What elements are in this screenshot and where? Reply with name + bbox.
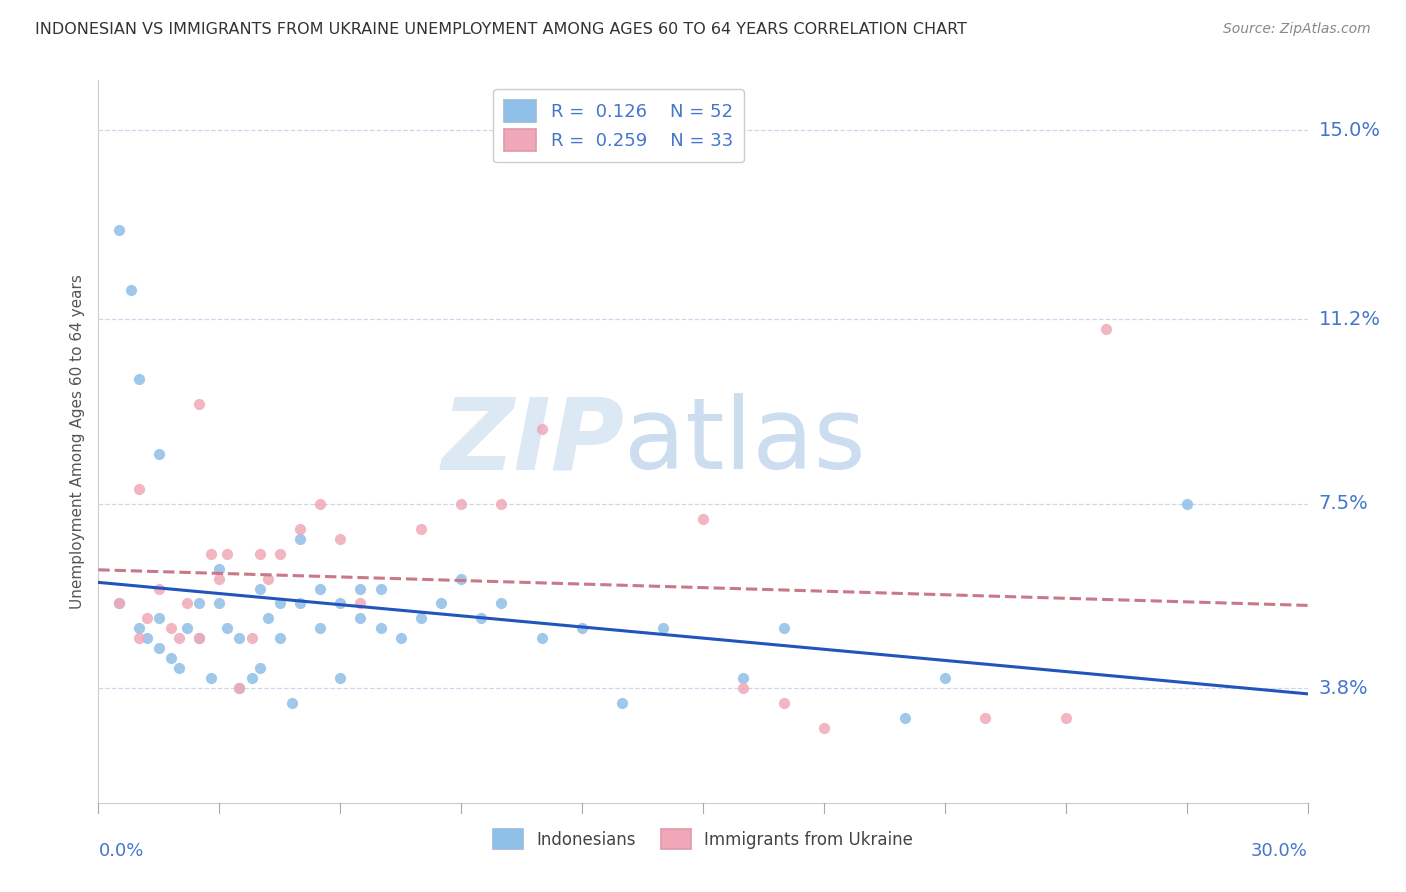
Point: [200, 671, 222, 685]
Point: [470, 611, 492, 625]
Point: [612, 696, 634, 710]
Point: [240, 671, 263, 685]
Point: [135, 611, 157, 625]
Point: [934, 671, 956, 685]
Point: [430, 597, 453, 611]
Legend: Indonesians, Immigrants from Ukraine: Indonesians, Immigrants from Ukraine: [486, 822, 920, 856]
Point: [1054, 711, 1077, 725]
Point: [188, 397, 211, 411]
Point: [208, 561, 231, 575]
Point: [491, 497, 513, 511]
Point: [269, 547, 291, 561]
Point: [571, 621, 593, 635]
Point: [329, 597, 352, 611]
Point: [813, 721, 835, 735]
Point: [228, 681, 250, 696]
Point: [281, 696, 304, 710]
Point: [256, 611, 278, 625]
Point: [167, 632, 190, 646]
Point: [208, 597, 231, 611]
Text: atlas: atlas: [624, 393, 866, 490]
Point: [772, 621, 794, 635]
Point: [309, 621, 332, 635]
Text: Source: ZipAtlas.com: Source: ZipAtlas.com: [1223, 22, 1371, 37]
Point: [288, 532, 311, 546]
Point: [269, 597, 291, 611]
Point: [240, 632, 263, 646]
Point: [160, 621, 183, 635]
Point: [530, 632, 553, 646]
Point: [249, 547, 271, 561]
Point: [200, 547, 222, 561]
Point: [288, 522, 311, 536]
Point: [1175, 497, 1198, 511]
Point: [288, 597, 311, 611]
Point: [167, 661, 190, 675]
Point: [692, 512, 714, 526]
Point: [269, 632, 291, 646]
Point: [107, 223, 129, 237]
Text: 0.0%: 0.0%: [98, 842, 143, 860]
Text: 7.5%: 7.5%: [1319, 494, 1368, 513]
Point: [249, 661, 271, 675]
Point: [107, 597, 129, 611]
Point: [370, 582, 392, 596]
Point: [450, 497, 472, 511]
Point: [491, 597, 513, 611]
Point: [148, 447, 170, 461]
Point: [733, 681, 755, 696]
Text: INDONESIAN VS IMMIGRANTS FROM UKRAINE UNEMPLOYMENT AMONG AGES 60 TO 64 YEARS COR: INDONESIAN VS IMMIGRANTS FROM UKRAINE UN…: [35, 22, 967, 37]
Point: [148, 582, 170, 596]
Text: 30.0%: 30.0%: [1251, 842, 1308, 860]
Point: [772, 696, 794, 710]
Point: [349, 611, 371, 625]
Point: [450, 572, 472, 586]
Point: [228, 632, 250, 646]
Text: 3.8%: 3.8%: [1319, 679, 1368, 698]
Point: [176, 597, 198, 611]
Point: [128, 632, 150, 646]
Point: [329, 671, 352, 685]
Point: [148, 611, 170, 625]
Point: [188, 632, 211, 646]
Point: [160, 651, 183, 665]
Point: [148, 641, 170, 656]
Point: [228, 681, 250, 696]
Point: [176, 621, 198, 635]
Point: [188, 632, 211, 646]
Text: ZIP: ZIP: [441, 393, 624, 490]
Y-axis label: Unemployment Among Ages 60 to 64 years: Unemployment Among Ages 60 to 64 years: [69, 274, 84, 609]
Point: [217, 547, 239, 561]
Point: [309, 497, 332, 511]
Point: [256, 572, 278, 586]
Point: [120, 283, 142, 297]
Point: [530, 422, 553, 436]
Point: [188, 597, 211, 611]
Point: [309, 582, 332, 596]
Point: [389, 632, 412, 646]
Text: 15.0%: 15.0%: [1319, 120, 1381, 140]
Point: [128, 482, 150, 496]
Point: [208, 572, 231, 586]
Point: [370, 621, 392, 635]
Point: [128, 372, 150, 386]
Point: [651, 621, 673, 635]
Point: [974, 711, 997, 725]
Point: [128, 621, 150, 635]
Point: [409, 611, 432, 625]
Point: [733, 671, 755, 685]
Point: [349, 597, 371, 611]
Point: [217, 621, 239, 635]
Point: [349, 582, 371, 596]
Point: [1095, 322, 1118, 336]
Point: [893, 711, 915, 725]
Point: [249, 582, 271, 596]
Point: [329, 532, 352, 546]
Point: [409, 522, 432, 536]
Point: [135, 632, 157, 646]
Text: 11.2%: 11.2%: [1319, 310, 1381, 329]
Point: [107, 597, 129, 611]
